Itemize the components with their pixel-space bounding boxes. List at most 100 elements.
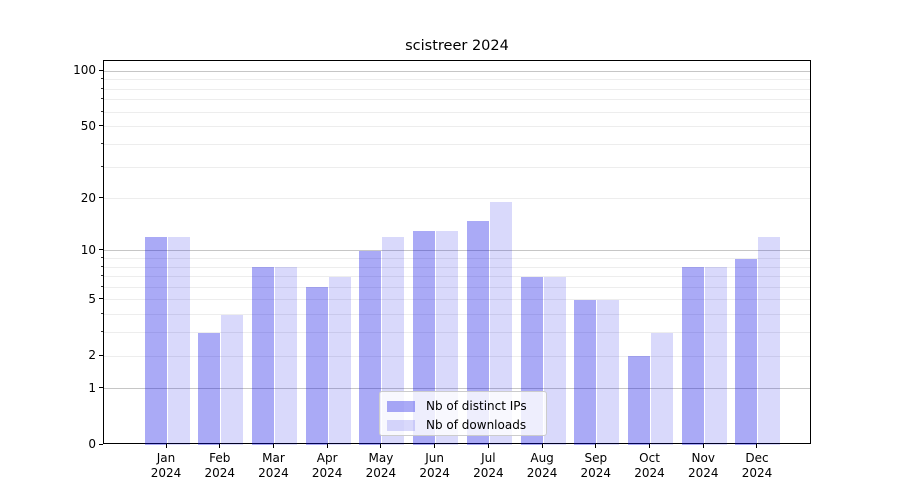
legend-item-distinct-ips: Nb of distinct IPs xyxy=(387,398,546,414)
gridline-minor xyxy=(104,332,810,334)
y-minor-tick-mark xyxy=(101,142,103,144)
bar-ips-jan xyxy=(144,237,167,445)
x-tick-month: Dec xyxy=(745,451,769,465)
bar-ips-dec xyxy=(735,258,758,445)
bar-ips-feb xyxy=(198,332,221,445)
x-tick-mark xyxy=(272,444,274,448)
y-tick-label-20: 20 xyxy=(80,190,96,205)
y-minor-tick-mark xyxy=(101,110,103,112)
y-tick-label-5: 5 xyxy=(88,291,96,306)
y-tick-mark xyxy=(99,298,103,300)
x-tick-year: 2024 xyxy=(258,466,289,480)
x-tick-month: May xyxy=(368,451,394,465)
x-tick-label-may: May 2024 xyxy=(349,451,413,481)
bar-downloads-nov xyxy=(704,267,727,445)
legend-label-downloads: Nb of downloads xyxy=(426,418,527,432)
x-tick-mark xyxy=(649,444,651,448)
chart-title: scistreer 2024 xyxy=(405,38,509,54)
x-tick-label-jan: Jan 2024 xyxy=(134,451,198,481)
gridline-minor xyxy=(104,166,810,168)
y-minor-tick-mark xyxy=(101,275,103,277)
x-tick-label-sep: Sep 2024 xyxy=(564,451,628,481)
gridline-minor xyxy=(104,79,810,81)
x-tick-label-jul: Jul 2024 xyxy=(456,451,520,481)
x-tick-mark xyxy=(326,444,328,448)
x-tick-year: 2024 xyxy=(150,466,182,480)
gridline-minor xyxy=(104,111,810,113)
bar-downloads-jan xyxy=(167,237,190,445)
bar-downloads-apr xyxy=(328,276,351,445)
x-tick-mark xyxy=(487,444,489,448)
gridline-minor xyxy=(104,314,810,316)
gridline-minor xyxy=(104,266,810,268)
x-tick-year: 2024 xyxy=(365,466,397,480)
x-tick-month: Nov xyxy=(691,451,715,465)
bar-downloads-feb xyxy=(221,314,244,445)
y-tick-label-50: 50 xyxy=(80,118,96,133)
y-tick-label-100: 100 xyxy=(73,63,96,78)
bar-ips-oct xyxy=(628,356,651,445)
x-tick-label-jun: Jun 2024 xyxy=(403,451,467,481)
x-tick-year: 2024 xyxy=(473,466,504,480)
x-tick-label-mar: Mar 2024 xyxy=(241,451,305,481)
x-tick-year: 2024 xyxy=(526,466,558,480)
bar-downloads-dec xyxy=(758,237,781,445)
x-tick-month: Sep xyxy=(584,451,608,465)
gridline-minor xyxy=(104,88,810,90)
x-tick-year: 2024 xyxy=(634,466,665,480)
bar-downloads-sep xyxy=(597,299,620,445)
x-tick-month: Mar xyxy=(262,451,285,465)
y-tick-mark xyxy=(99,197,103,199)
legend-swatch-distinct-ips xyxy=(387,400,415,412)
x-tick-year: 2024 xyxy=(741,466,773,480)
x-tick-month: Oct xyxy=(639,451,660,465)
x-tick-month: Jul xyxy=(481,451,496,465)
x-tick-mark xyxy=(541,444,543,448)
bar-downloads-jul xyxy=(489,202,512,445)
x-tick-month: Apr xyxy=(316,451,338,465)
plot-area xyxy=(103,60,811,445)
y-tick-label-10: 10 xyxy=(80,242,96,257)
y-tick-mark xyxy=(99,69,103,71)
y-tick-mark xyxy=(99,387,103,389)
x-tick-label-oct: Oct 2024 xyxy=(618,451,682,481)
legend-item-downloads: Nb of downloads xyxy=(387,417,546,433)
legend: Nb of distinct IPs Nb of downloads xyxy=(379,391,547,436)
y-minor-tick-mark xyxy=(101,165,103,167)
gridline-major xyxy=(104,70,810,72)
bar-downloads-mar xyxy=(274,267,297,445)
x-tick-mark xyxy=(219,444,221,448)
y-tick-mark xyxy=(99,249,103,251)
gridline-minor xyxy=(104,143,810,145)
bar-ips-sep xyxy=(574,299,597,445)
y-minor-tick-mark xyxy=(101,87,103,89)
x-tick-month: Jan xyxy=(156,451,176,465)
gridline-minor xyxy=(104,258,810,260)
y-minor-tick-mark xyxy=(101,257,103,259)
y-minor-tick-mark xyxy=(101,313,103,315)
y-tick-mark xyxy=(99,354,103,356)
x-tick-mark xyxy=(165,444,167,448)
bar-ips-jul xyxy=(466,220,489,445)
y-tick-label-0: 0 xyxy=(88,437,96,451)
x-tick-month: Jun xyxy=(425,451,444,465)
x-tick-label-feb: Feb 2024 xyxy=(188,451,252,481)
x-tick-year: 2024 xyxy=(580,466,612,480)
bar-downloads-oct xyxy=(651,332,674,445)
legend-swatch-downloads xyxy=(387,419,415,431)
gridline-minor xyxy=(104,126,810,128)
x-tick-label-dec: Dec 2024 xyxy=(725,451,789,481)
y-minor-tick-mark xyxy=(101,331,103,333)
bar-ips-nov xyxy=(681,267,704,445)
x-tick-year: 2024 xyxy=(204,466,235,480)
gridline-minor xyxy=(104,198,810,200)
y-minor-tick-mark xyxy=(101,98,103,100)
bar-ips-apr xyxy=(305,287,328,445)
gridline-minor xyxy=(104,276,810,278)
x-tick-month: Feb xyxy=(209,451,231,465)
x-tick-label-apr: Apr 2024 xyxy=(295,451,359,481)
x-tick-mark xyxy=(595,444,597,448)
x-tick-month: Aug xyxy=(530,451,554,465)
legend-label-distinct-ips: Nb of distinct IPs xyxy=(426,399,527,413)
y-tick-mark xyxy=(99,443,103,445)
